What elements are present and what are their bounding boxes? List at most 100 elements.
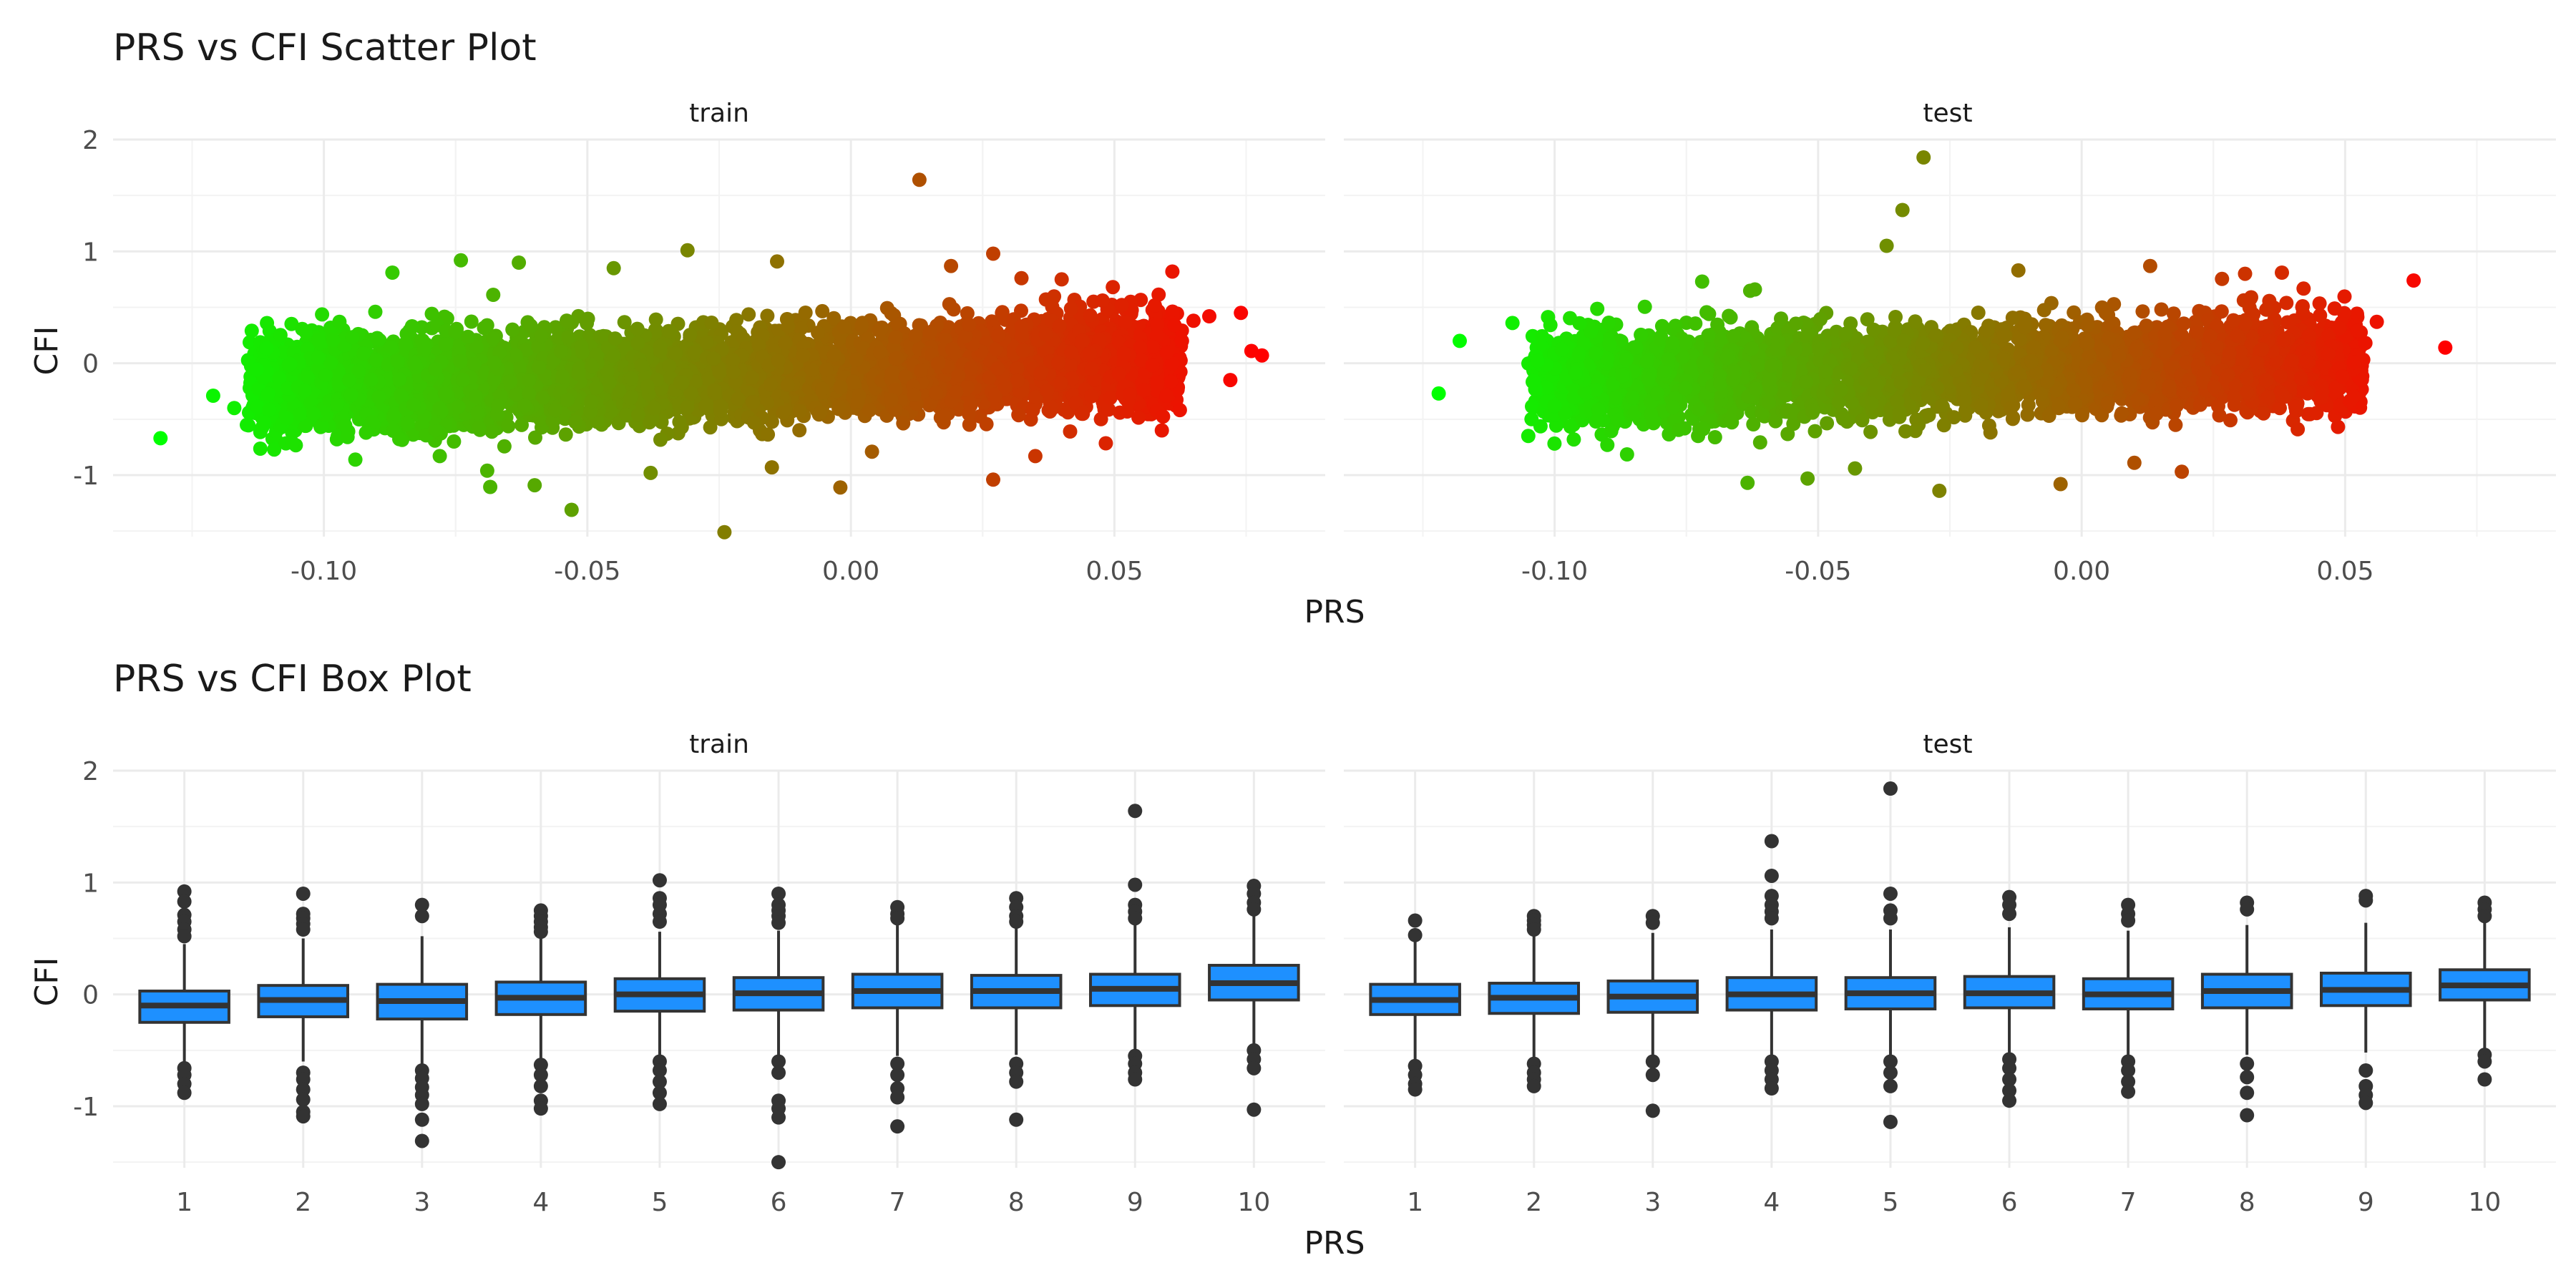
scatter-point	[448, 325, 463, 340]
scatter-point	[384, 340, 399, 355]
scatter-point	[606, 348, 621, 364]
scatter-point	[836, 320, 852, 335]
scatter-point	[345, 330, 360, 345]
scatter-point	[293, 406, 308, 421]
scatter-point	[648, 312, 663, 327]
scatter-point	[438, 337, 453, 352]
scatter-point	[831, 399, 847, 414]
scatter-point	[741, 307, 756, 322]
scatter-point	[298, 325, 313, 340]
scatter-point	[528, 430, 542, 445]
scatter-point	[262, 402, 277, 417]
scatter-point	[561, 330, 576, 345]
scatter-point	[951, 369, 966, 383]
scatter-point	[630, 321, 645, 336]
scatter-point	[394, 388, 409, 403]
scatter-point	[760, 308, 775, 323]
scatter-point	[398, 336, 413, 351]
scatter-point	[663, 325, 678, 339]
scatter-point	[560, 313, 574, 328]
scatter-point	[929, 386, 944, 401]
scatter-point	[404, 319, 419, 333]
scatter-point	[608, 331, 623, 346]
scatter-point	[477, 321, 492, 336]
scatter-point	[575, 345, 590, 360]
scatter-point	[534, 328, 549, 343]
scatter-point	[1063, 301, 1078, 316]
scatter-point	[862, 403, 877, 418]
scatter-point	[1011, 408, 1026, 423]
scatter-point	[1045, 291, 1060, 306]
scatter-point	[960, 306, 975, 321]
scatter-point	[1063, 424, 1078, 439]
scatter-point	[1052, 318, 1067, 333]
scatter-point	[368, 304, 383, 319]
scatter-point	[1106, 280, 1121, 295]
scatter-point	[1103, 391, 1118, 406]
scatter-point	[962, 406, 977, 421]
scatter-point	[514, 417, 529, 432]
scatter-point	[699, 335, 714, 350]
scatter-point	[761, 427, 776, 442]
scatter-point	[1095, 293, 1110, 308]
scatter-point	[558, 427, 573, 442]
scatter-point	[400, 416, 415, 431]
scatter-point	[483, 479, 498, 494]
scatter-point	[792, 404, 807, 419]
scatter-point	[703, 420, 718, 435]
scatter-facet-train-label: train	[689, 99, 749, 128]
scatter-point	[453, 353, 468, 369]
scatter-point	[240, 417, 254, 432]
scatter-point	[505, 322, 520, 337]
scatter-point	[815, 303, 830, 318]
scatter-point	[568, 414, 583, 429]
scatter-point	[467, 356, 482, 371]
scatter-point	[1060, 405, 1075, 420]
scatter-point	[370, 331, 385, 346]
scatter-point	[778, 336, 793, 351]
scatter-point	[776, 405, 791, 420]
scatter-point	[704, 316, 719, 330]
scatter-point	[332, 314, 347, 329]
scatter-point	[464, 314, 479, 329]
scatter-point	[653, 432, 668, 447]
scatter-point	[792, 423, 807, 438]
scatter-point	[486, 288, 501, 302]
scatter-point	[979, 416, 994, 431]
scatter-point	[326, 333, 341, 348]
scatter-point	[356, 346, 371, 361]
scatter-point	[942, 297, 957, 312]
scatter-point	[617, 315, 632, 330]
scatter-point	[522, 373, 537, 388]
scatter-point	[1084, 389, 1099, 404]
scatter-point	[647, 401, 662, 416]
scatter-point	[501, 419, 516, 434]
scatter-point	[683, 328, 698, 343]
scatter-point	[484, 424, 499, 439]
scatter-point	[668, 346, 683, 361]
scatter-point	[713, 399, 728, 414]
scatter-point	[1159, 389, 1174, 403]
scatter-point	[589, 380, 604, 395]
scatter-point	[1083, 308, 1098, 323]
scatter-point	[468, 389, 483, 404]
scatter-point	[672, 414, 687, 429]
scatter-facet-test-label: test	[1923, 99, 1972, 128]
scatter-point	[424, 306, 439, 321]
scatter-point	[1163, 374, 1179, 389]
scatter-point	[884, 306, 899, 321]
scatter-point	[1156, 409, 1171, 424]
scatter-point	[315, 307, 330, 322]
scatter-point	[523, 318, 538, 333]
scatter-point	[348, 452, 363, 467]
scatter-point	[508, 348, 523, 363]
scatter-point	[1098, 436, 1113, 451]
scatter-point	[244, 323, 259, 338]
scatter-point	[854, 318, 869, 333]
scatter-point	[1074, 406, 1089, 421]
scatter-point	[447, 434, 462, 449]
scatter-point	[811, 326, 826, 340]
